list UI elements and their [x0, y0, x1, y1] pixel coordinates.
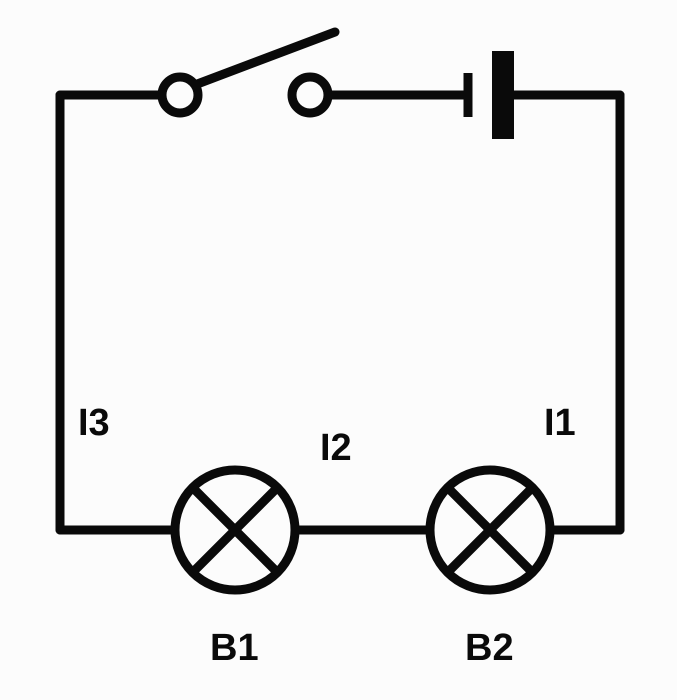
bulb-b2: [430, 470, 550, 590]
label-i3: I3: [78, 402, 110, 444]
label-i1: I1: [544, 402, 576, 444]
label-b1: B1: [210, 627, 259, 669]
circuit-diagram: I3 I2 I1 B1 B2: [0, 0, 677, 700]
battery-large-plate: [492, 51, 514, 139]
battery: [468, 51, 514, 139]
bulb-b1: [175, 470, 295, 590]
switch-terminal-right: [292, 77, 328, 113]
label-b2: B2: [465, 627, 514, 669]
label-i2: I2: [320, 427, 352, 469]
switch-terminal-left: [162, 77, 198, 113]
switch: [162, 77, 328, 113]
